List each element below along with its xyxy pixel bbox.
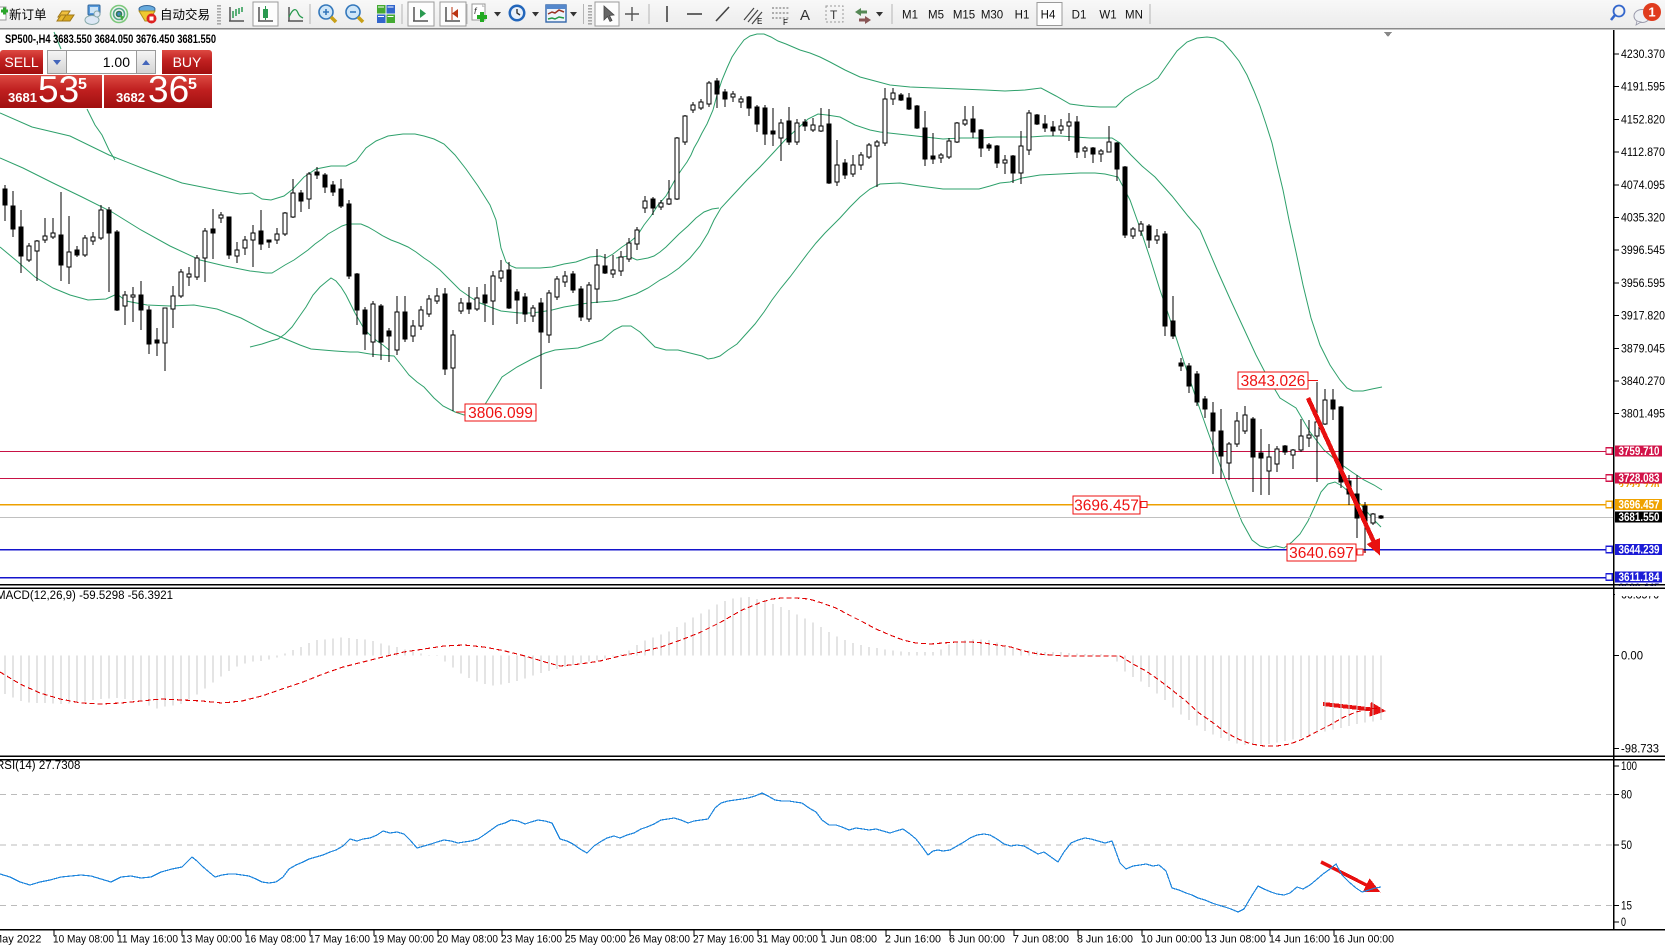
svg-text:3879.045: 3879.045 bbox=[1621, 341, 1665, 355]
svg-text:D1: D1 bbox=[1072, 10, 1087, 22]
svg-text:4035.320: 4035.320 bbox=[1621, 211, 1665, 225]
svg-text:4074.095: 4074.095 bbox=[1621, 178, 1665, 192]
svg-text:H1: H1 bbox=[1015, 10, 1030, 22]
svg-text:T: T bbox=[830, 8, 838, 22]
svg-text:RSI(14) 27.7308: RSI(14) 27.7308 bbox=[0, 760, 80, 772]
svg-text:3640.697: 3640.697 bbox=[1289, 545, 1354, 562]
svg-text:0.00: 0.00 bbox=[1621, 649, 1643, 663]
svg-text:10 Jun 00:00: 10 Jun 00:00 bbox=[1141, 934, 1202, 945]
svg-text:14 Jun 16:00: 14 Jun 16:00 bbox=[1269, 934, 1330, 945]
svg-text:1: 1 bbox=[1648, 5, 1655, 20]
svg-text:3996.545: 3996.545 bbox=[1621, 243, 1665, 257]
svg-text:3806.099: 3806.099 bbox=[468, 405, 533, 422]
svg-text:4152.820: 4152.820 bbox=[1621, 112, 1665, 126]
svg-text:4230.370: 4230.370 bbox=[1621, 47, 1665, 61]
svg-text:3728.083: 3728.083 bbox=[1619, 472, 1660, 485]
svg-text:10 May 08:00: 10 May 08:00 bbox=[53, 934, 114, 945]
svg-text:0: 0 bbox=[1621, 915, 1626, 929]
svg-text:MN: MN bbox=[1125, 10, 1143, 22]
svg-text:3956.595: 3956.595 bbox=[1621, 276, 1665, 290]
svg-text:3696.457: 3696.457 bbox=[1619, 499, 1660, 512]
svg-text:A: A bbox=[800, 7, 810, 24]
svg-text:May 2022: May 2022 bbox=[0, 934, 41, 945]
svg-text:-98.733: -98.733 bbox=[1621, 742, 1659, 756]
svg-text:3917.820: 3917.820 bbox=[1621, 309, 1665, 323]
svg-text:7 Jun 08:00: 7 Jun 08:00 bbox=[1013, 934, 1069, 945]
svg-text:3840.270: 3840.270 bbox=[1621, 374, 1665, 388]
svg-text:100: 100 bbox=[1621, 759, 1637, 773]
svg-text:新订单: 新订单 bbox=[9, 7, 47, 22]
svg-text:80: 80 bbox=[1621, 788, 1632, 802]
svg-text:M30: M30 bbox=[981, 10, 1003, 22]
svg-text:H4: H4 bbox=[1041, 10, 1056, 22]
svg-text:4191.595: 4191.595 bbox=[1621, 80, 1665, 94]
svg-text:4112.870: 4112.870 bbox=[1621, 145, 1665, 159]
svg-text:27 May 16:00: 27 May 16:00 bbox=[693, 934, 754, 945]
svg-text:3843.026: 3843.026 bbox=[1241, 373, 1306, 390]
svg-text:13 May 00:00: 13 May 00:00 bbox=[181, 934, 242, 945]
svg-text:26 May 08:00: 26 May 08:00 bbox=[629, 934, 690, 945]
svg-text:6 Jun 00:00: 6 Jun 00:00 bbox=[949, 934, 1005, 945]
svg-text:自动交易: 自动交易 bbox=[160, 7, 210, 22]
svg-text:3681.550: 3681.550 bbox=[1619, 511, 1660, 524]
svg-text:1 Jun 08:00: 1 Jun 08:00 bbox=[821, 934, 877, 945]
svg-text:13 Jun 08:00: 13 Jun 08:00 bbox=[1205, 934, 1266, 945]
svg-text:23 May 16:00: 23 May 16:00 bbox=[501, 934, 562, 945]
svg-text:16 Jun 00:00: 16 Jun 00:00 bbox=[1333, 934, 1394, 945]
svg-text:3696.457: 3696.457 bbox=[1074, 498, 1139, 515]
svg-text:17 May 16:00: 17 May 16:00 bbox=[309, 934, 370, 945]
svg-text:16 May 08:00: 16 May 08:00 bbox=[245, 934, 306, 945]
svg-text:E: E bbox=[757, 17, 762, 26]
svg-text:F: F bbox=[783, 18, 788, 27]
svg-text:2 Jun 16:00: 2 Jun 16:00 bbox=[885, 934, 941, 945]
svg-text:31 May 00:00: 31 May 00:00 bbox=[757, 934, 818, 945]
svg-text:11 May 16:00: 11 May 16:00 bbox=[117, 934, 178, 945]
svg-text:50: 50 bbox=[1621, 838, 1632, 852]
svg-text:W1: W1 bbox=[1099, 10, 1116, 22]
svg-text:19 May 00:00: 19 May 00:00 bbox=[373, 934, 434, 945]
svg-text:25 May 00:00: 25 May 00:00 bbox=[565, 934, 626, 945]
svg-text:f: f bbox=[474, 6, 478, 16]
svg-text:M5: M5 bbox=[928, 10, 944, 22]
svg-text:SP500-,H4 3683.550 3684.050 3: SP500-,H4 3683.550 3684.050 3676.450 368… bbox=[5, 32, 216, 46]
svg-text:3801.495: 3801.495 bbox=[1621, 407, 1665, 421]
svg-text:MACD(12,26,9) -59.5298 -56.392: MACD(12,26,9) -59.5298 -56.3921 bbox=[0, 590, 173, 602]
svg-text:3759.710: 3759.710 bbox=[1619, 445, 1660, 458]
svg-text:3644.239: 3644.239 bbox=[1619, 544, 1660, 557]
svg-text:M1: M1 bbox=[902, 10, 918, 22]
svg-text:3611.184: 3611.184 bbox=[1619, 571, 1660, 584]
svg-text:20 May 08:00: 20 May 08:00 bbox=[437, 934, 498, 945]
svg-text:15: 15 bbox=[1621, 899, 1632, 913]
svg-text:8 Jun 16:00: 8 Jun 16:00 bbox=[1077, 934, 1133, 945]
svg-text:M15: M15 bbox=[953, 10, 975, 22]
